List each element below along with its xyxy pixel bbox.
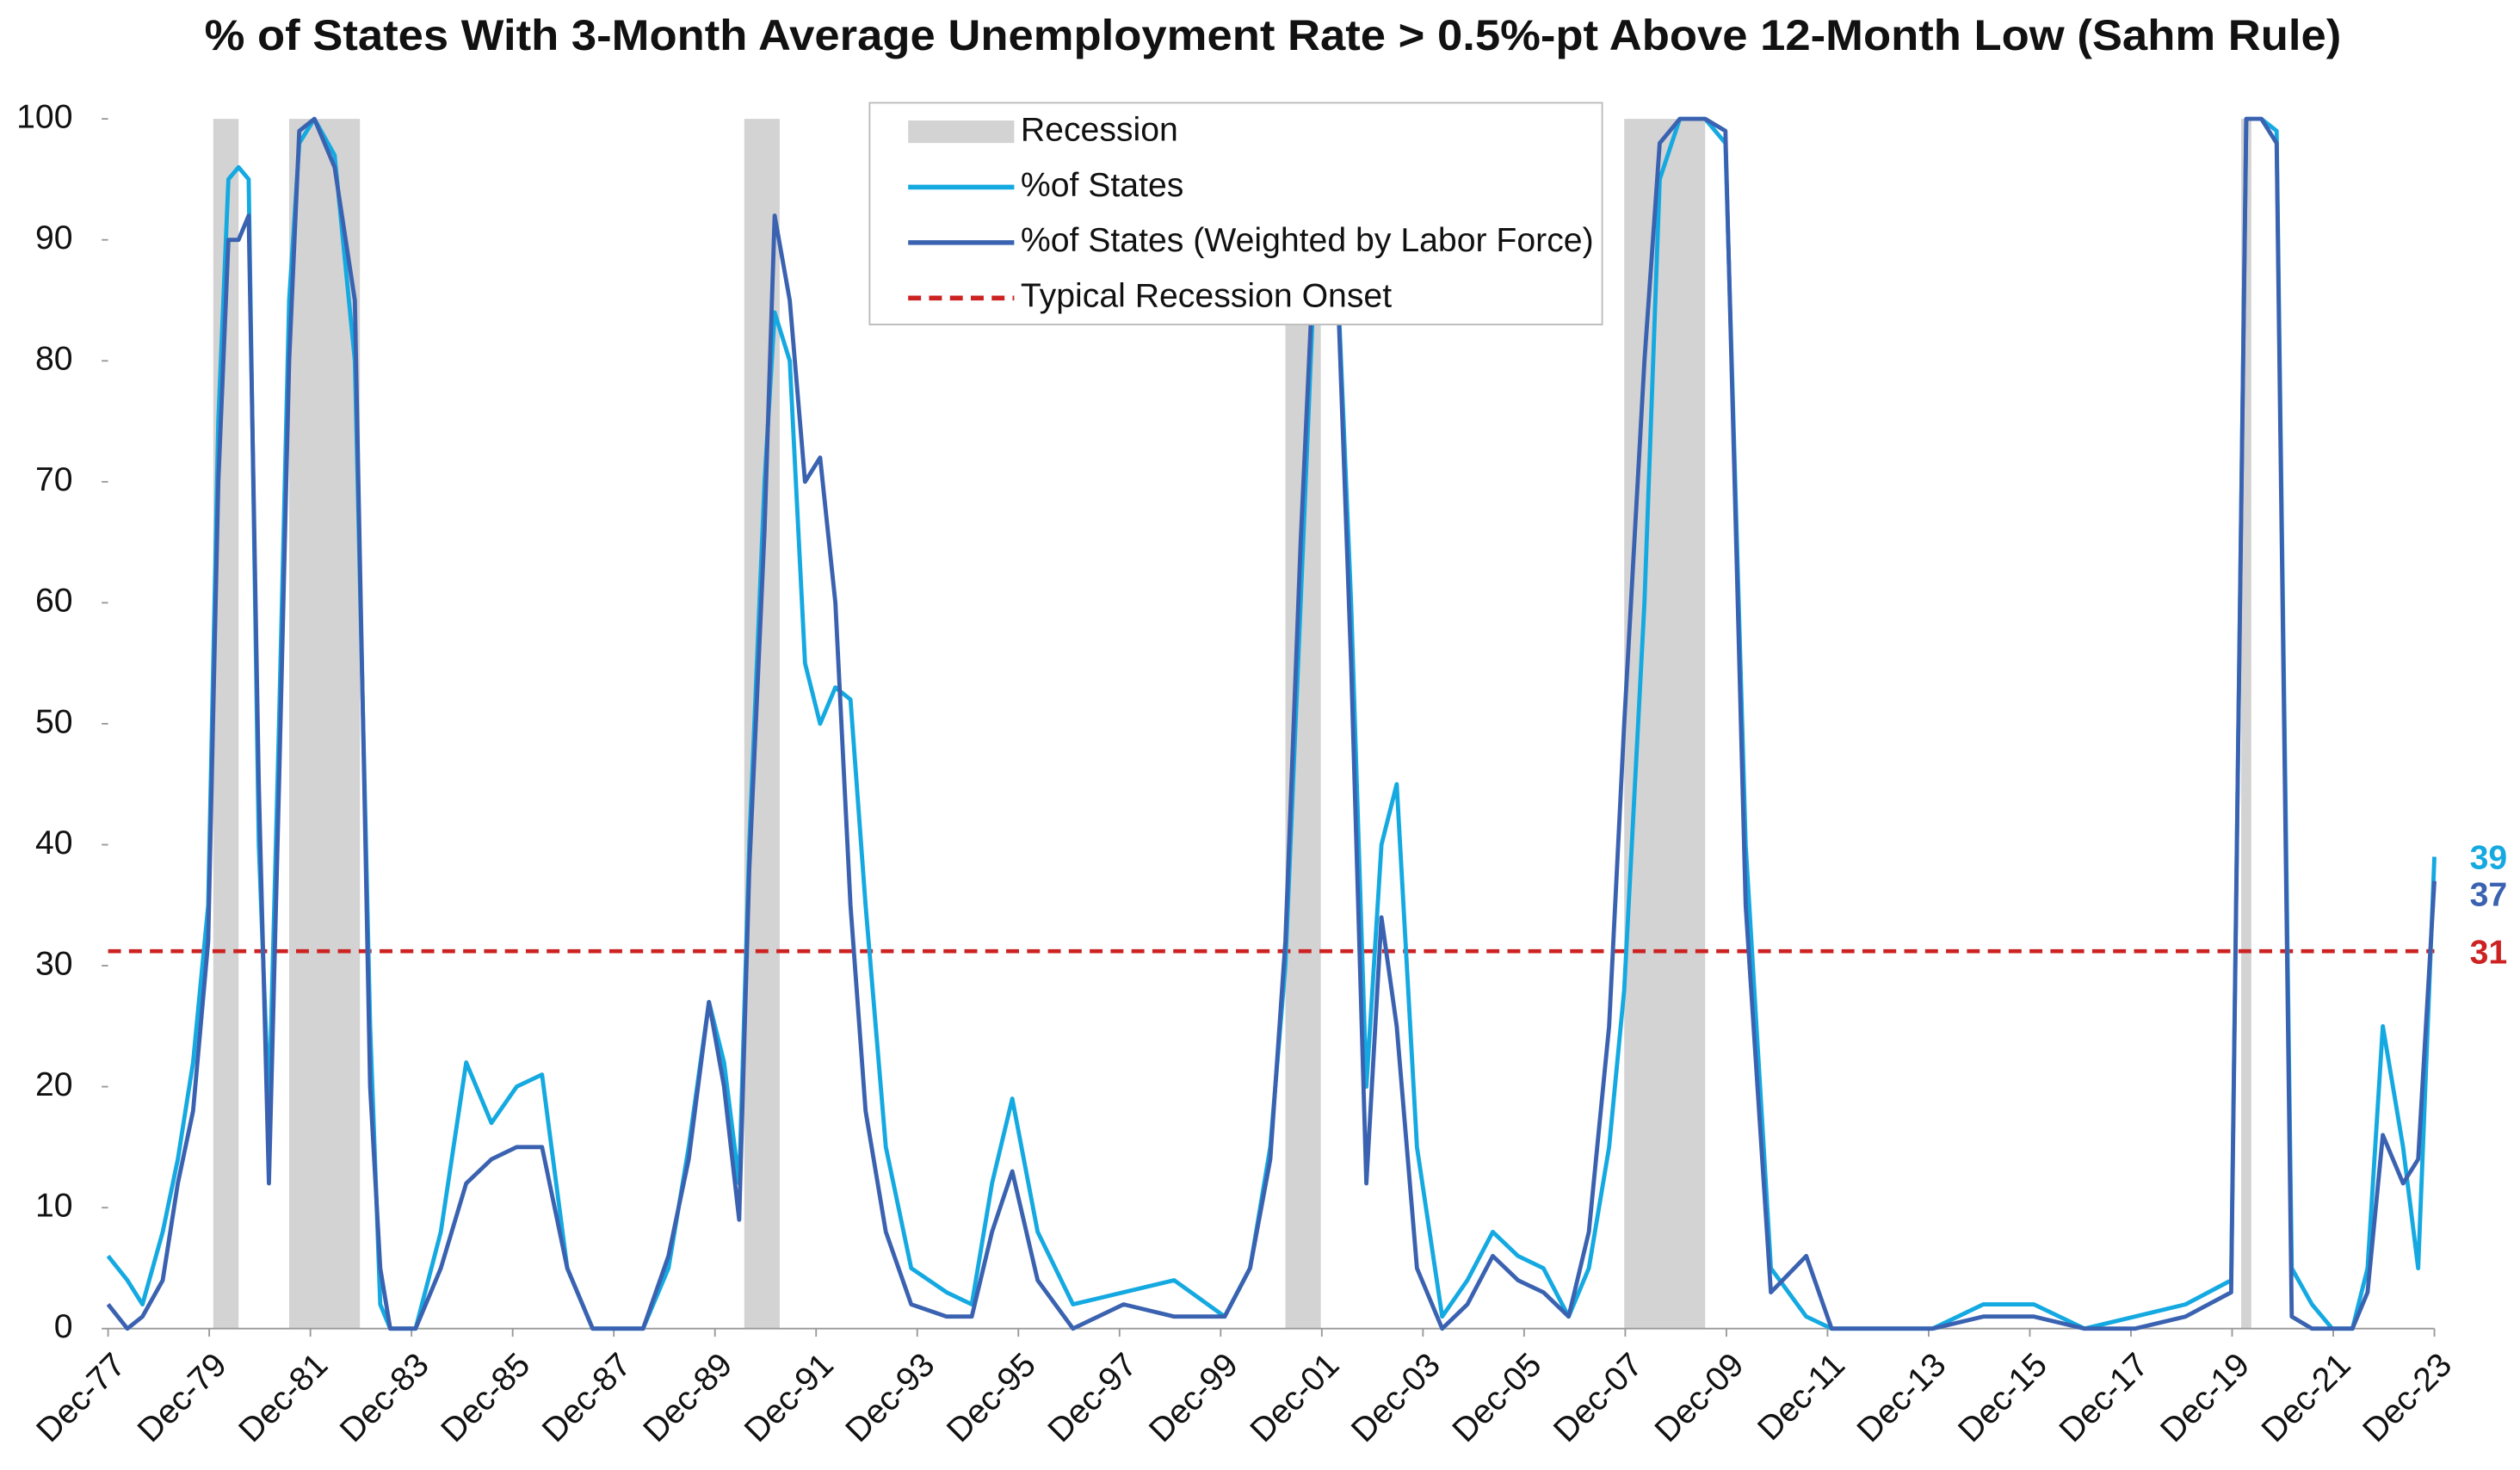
series-line — [106, 116, 2437, 1331]
y-tick-label: 0 — [54, 1308, 73, 1345]
recession-band — [288, 119, 361, 1329]
end-label: 37 — [2470, 877, 2508, 914]
y-tick-label: 40 — [35, 825, 73, 862]
y-tick-label: 30 — [35, 945, 73, 982]
end-label: 39 — [2470, 840, 2508, 877]
y-tick-label: 80 — [35, 341, 73, 378]
series-line — [106, 116, 2437, 1331]
legend-label: Typical Recession Onset — [1021, 278, 1392, 315]
y-tick-label: 100 — [16, 98, 72, 135]
legend: Recession %of States %of States (Weighted … — [868, 102, 1603, 325]
legend-swatch — [908, 120, 1015, 144]
y-tick-label: 70 — [35, 461, 73, 498]
recession-band — [2241, 119, 2251, 1329]
chart-title: % of States With 3-Month Average Unemplo… — [205, 10, 2342, 59]
legend-label: %of States — [1021, 167, 1184, 204]
y-tick-label: 60 — [35, 583, 73, 620]
legend-label: Recession — [1021, 111, 1178, 148]
y-tick-label: 20 — [35, 1066, 73, 1103]
legend-label: %of States (Weighted by Labor Force) — [1021, 222, 1594, 259]
threshold-label: 31 — [2470, 934, 2508, 971]
y-tick-label: 50 — [35, 703, 73, 740]
y-tick-label: 10 — [35, 1188, 73, 1225]
y-tick-label: 90 — [35, 219, 73, 256]
recession-band — [744, 119, 780, 1329]
